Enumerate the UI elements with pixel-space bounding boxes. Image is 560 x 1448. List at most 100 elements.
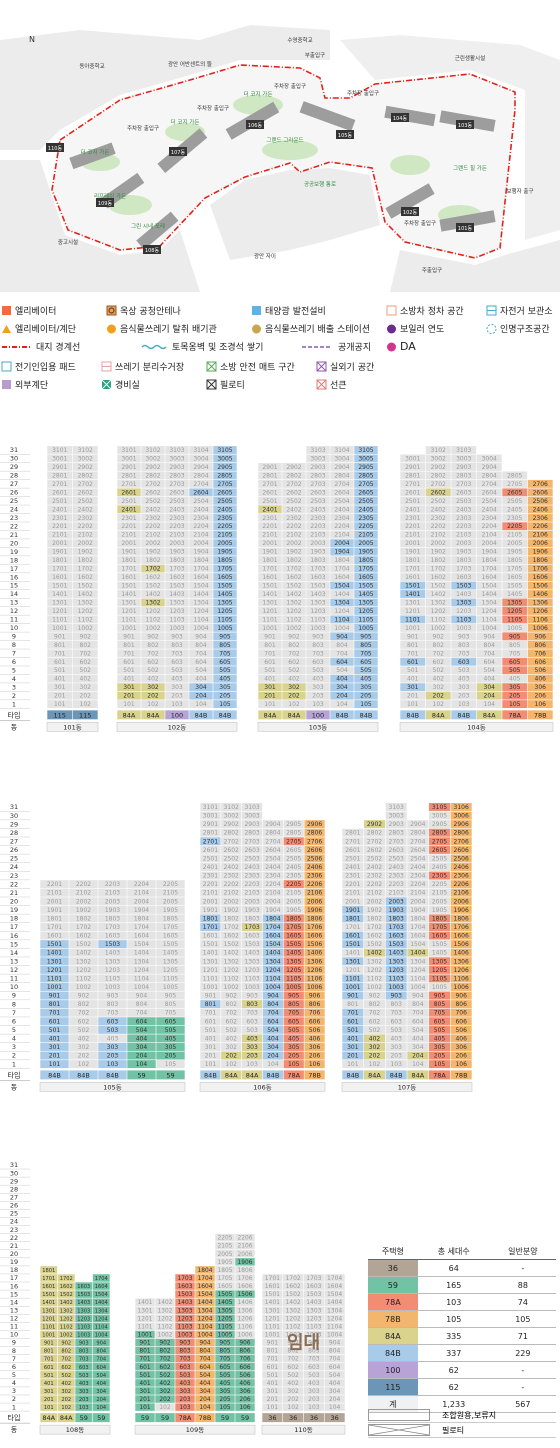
- unit-label: 2605: [286, 847, 301, 854]
- unit-label: 1401: [203, 950, 218, 957]
- unit-cell: [407, 837, 429, 846]
- unit-cell: [407, 880, 429, 889]
- unit-cell: [304, 914, 325, 923]
- unit-label: 405: [219, 676, 231, 683]
- unit-cell: [476, 513, 502, 522]
- unit-label: 1905: [432, 907, 447, 914]
- unit-label: 204: [329, 1396, 341, 1403]
- unit-label: 2703: [244, 838, 259, 845]
- floor-label: 1: [12, 1403, 16, 1411]
- unit-cell: [306, 446, 330, 454]
- unit-label: 903: [171, 633, 183, 640]
- unit-label: 1506: [454, 941, 469, 948]
- unit-cell: [502, 615, 528, 624]
- unit-label: 702: [369, 1010, 381, 1017]
- unit-label: 602: [80, 659, 92, 666]
- unit-cell: [428, 914, 451, 923]
- unit-label: 2202: [431, 523, 446, 530]
- unit-label: 904: [484, 633, 496, 640]
- unit-cell: [258, 606, 282, 615]
- unit-label: 1804: [198, 1268, 213, 1274]
- unit-cell: [165, 615, 189, 624]
- unit-cell: [189, 691, 213, 700]
- unit-label: 406: [309, 1035, 321, 1042]
- unit-label: 1101: [203, 975, 218, 982]
- unit-label: 3004: [193, 455, 208, 462]
- unit-cell: [502, 606, 528, 615]
- unit-label: 2401: [203, 864, 218, 871]
- unit-cell: [127, 897, 156, 906]
- unit-cell: [47, 446, 73, 454]
- unit-cell: [385, 940, 407, 949]
- unit-cell: [502, 674, 528, 683]
- unit-cell: [354, 615, 378, 624]
- unit-label: 302: [226, 1044, 238, 1051]
- unit-cell: [72, 539, 98, 548]
- unit-cell: [40, 1266, 58, 1274]
- unit-label: 1102: [285, 1323, 300, 1330]
- unit-cell: [200, 965, 221, 974]
- unit-cell: [195, 1274, 215, 1282]
- unit-cell: [135, 1363, 155, 1371]
- unit-cell: [283, 905, 304, 914]
- unit-label: 1606: [238, 1284, 253, 1290]
- table-row: 84B 337 229: [368, 1344, 556, 1362]
- floor-label: 23: [10, 872, 18, 880]
- unit-cell: [47, 471, 73, 480]
- unit-label: 601: [44, 1365, 54, 1371]
- unit-cell: [407, 940, 429, 949]
- unit-label: 1802: [76, 915, 91, 922]
- unit-cell: [141, 446, 165, 454]
- unit-label: 305: [434, 1044, 446, 1051]
- unit-cell: [428, 974, 451, 983]
- unit-cell: [175, 1306, 195, 1314]
- unit-label: 903: [312, 633, 324, 640]
- unit-label: 2205: [507, 523, 522, 530]
- unit-cell: [306, 479, 330, 488]
- unit-label: 806: [309, 1001, 321, 1008]
- unit-cell: [155, 1379, 175, 1387]
- unit-label: 2801: [345, 830, 360, 837]
- unit-label: 1404: [193, 591, 208, 598]
- unit-cell: [303, 1306, 324, 1314]
- unit-label: 2204: [265, 881, 280, 888]
- unit-label: 2703: [456, 481, 471, 488]
- unit-cell: [40, 1330, 58, 1339]
- type-label: 84A: [123, 711, 136, 719]
- building-tag: 109동: [98, 201, 113, 207]
- unit-label: 901: [123, 633, 135, 640]
- unit-cell: [235, 1403, 255, 1411]
- unit-cell: [282, 513, 306, 522]
- unit-label: 3003: [244, 813, 259, 820]
- unit-cell: [330, 479, 354, 488]
- unit-label: 2502: [367, 855, 382, 862]
- unit-cell: [127, 1008, 156, 1017]
- unit-cell: [141, 513, 165, 522]
- unit-cell: [476, 581, 502, 590]
- unit-cell: [127, 905, 156, 914]
- unit-label: 1301: [121, 599, 136, 606]
- floor-label: 12: [10, 966, 18, 974]
- unit-cell: [283, 1274, 304, 1282]
- unit-label: 602: [147, 659, 159, 666]
- type-label: 78B: [308, 1071, 321, 1079]
- unit-label: 2001: [203, 898, 218, 905]
- unit-label: 1403: [456, 591, 471, 598]
- unit-label: 2905: [217, 464, 232, 471]
- unit-label: 804: [267, 1001, 279, 1008]
- table-row: 78B 105 105: [368, 1310, 556, 1328]
- unit-label: 503: [312, 667, 324, 674]
- type-label: 84B: [106, 1071, 119, 1079]
- unit-cell: [241, 828, 263, 837]
- unit-cell: [425, 573, 451, 581]
- unit-cell: [98, 897, 127, 906]
- unit-label: 1705: [217, 566, 232, 573]
- unit-label: 1303: [169, 599, 184, 606]
- unit-label: 2405: [286, 864, 301, 871]
- unit-label: 1703: [310, 566, 325, 573]
- unit-label: 1403: [77, 1300, 90, 1306]
- unit-cell: [156, 991, 185, 1000]
- unit-cell: [354, 640, 378, 649]
